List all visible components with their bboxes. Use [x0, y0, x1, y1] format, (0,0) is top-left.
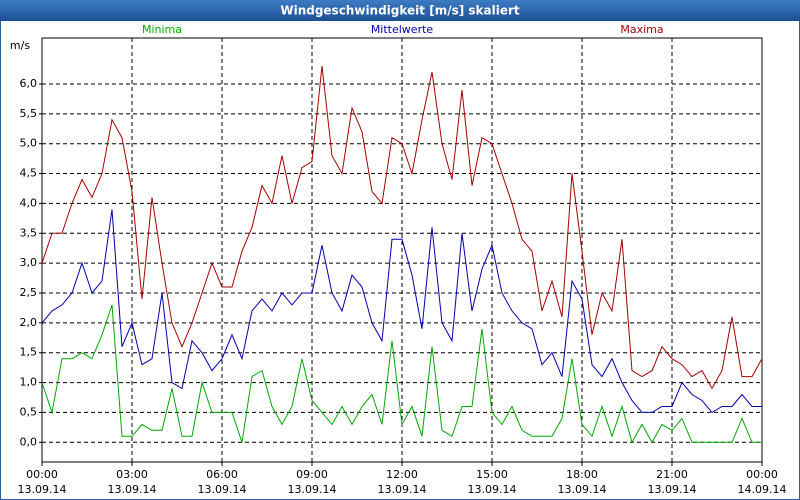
x-tick-label: 12:00 [386, 468, 418, 481]
title-bar [0, 0, 800, 21]
x-tick-date: 13.09.14 [558, 483, 607, 496]
chart-title: Windgeschwindigkeit [m/s] skaliert [280, 4, 520, 18]
y-tick-label: 6,0 [20, 77, 38, 90]
x-tick-label: 09:00 [296, 468, 328, 481]
y-tick-label: 2,5 [20, 286, 38, 299]
y-tick-label: 2,0 [20, 316, 38, 329]
x-tick-label: 03:00 [116, 468, 148, 481]
x-tick-label: 00:00 [26, 468, 58, 481]
legend-entry: Maxima [620, 23, 663, 36]
x-tick-date: 13.09.14 [378, 483, 427, 496]
x-tick-label: 00:00 [746, 468, 778, 481]
x-tick-date: 13.09.14 [468, 483, 517, 496]
y-tick-label: 4,0 [20, 196, 38, 209]
y-tick-label: 1,0 [20, 376, 38, 389]
y-tick-label: 4,5 [20, 167, 38, 180]
legend-entry: Mittelwerte [371, 23, 434, 36]
x-tick-date: 13.09.14 [198, 483, 247, 496]
series-line [41, 209, 762, 414]
x-tick-date: 13.09.14 [108, 483, 157, 496]
y-tick-label: 3,5 [20, 226, 38, 239]
y-tick-label: 5,5 [20, 107, 38, 120]
y-tick-label: 0,0 [20, 435, 38, 448]
series-line [41, 66, 763, 390]
x-tick-label: 15:00 [476, 468, 508, 481]
x-tick-date: 13.09.14 [18, 483, 67, 496]
y-axis-label: m/s [10, 39, 30, 52]
x-tick-label: 06:00 [206, 468, 238, 481]
x-tick-date: 13.09.14 [288, 483, 337, 496]
x-tick-label: 18:00 [566, 468, 598, 481]
series-line [41, 304, 762, 444]
x-tick-date: 14.09.14 [738, 483, 787, 496]
x-tick-date: 13.09.14 [648, 483, 697, 496]
y-tick-label: 3,0 [20, 256, 38, 269]
y-tick-label: 1,5 [20, 346, 38, 359]
legend-entry: Minima [142, 23, 182, 36]
y-tick-label: 0,5 [20, 405, 38, 418]
y-tick-label: 5,0 [20, 137, 38, 150]
x-tick-label: 21:00 [656, 468, 688, 481]
